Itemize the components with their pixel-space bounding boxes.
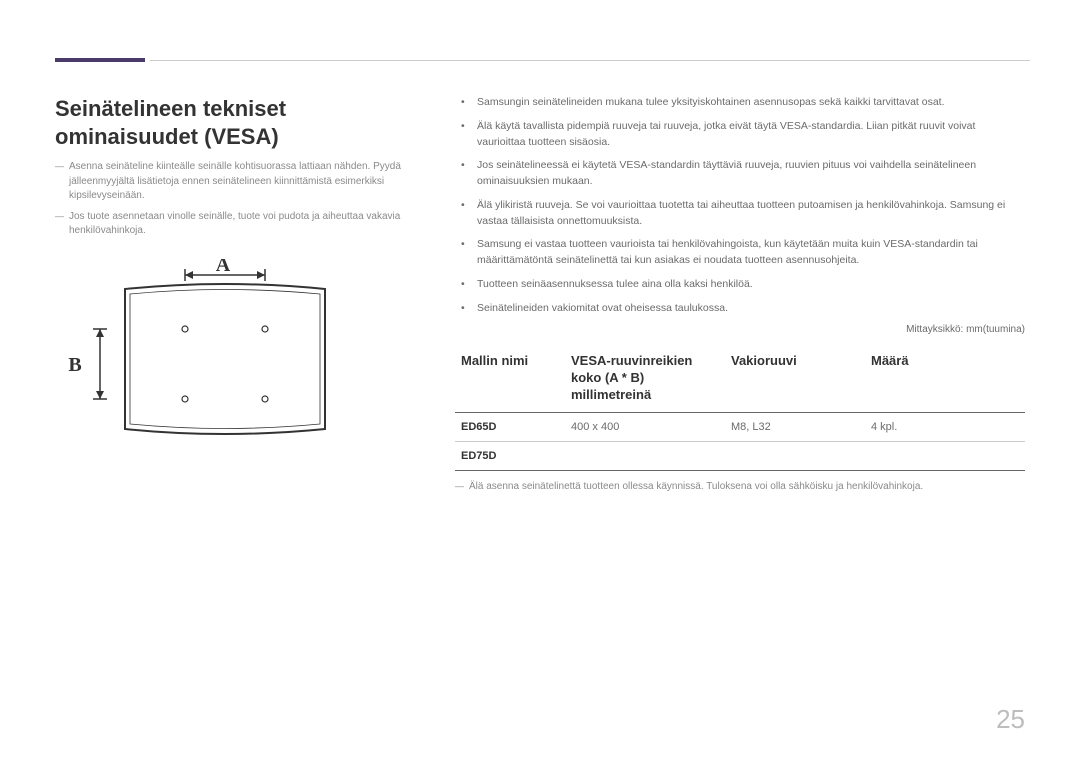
content-columns: Seinätelineen tekniset ominaisuudet (VES…	[55, 95, 1025, 492]
table-row: ED75D	[455, 441, 1025, 470]
header-rule	[150, 60, 1030, 61]
bullet-item: Samsungin seinätelineiden mukana tulee y…	[473, 95, 1025, 111]
warnings-list: Samsungin seinätelineiden mukana tulee y…	[455, 95, 1025, 316]
table-row: ED65D 400 x 400 M8, L32 4 kpl.	[455, 412, 1025, 441]
cell-screw	[725, 441, 865, 470]
cell-model: ED65D	[455, 412, 565, 441]
bullet-item: Jos seinätelineessä ei käytetä VESA-stan…	[473, 158, 1025, 190]
header-accent-bar	[55, 58, 145, 62]
diagram-label-b: B	[68, 354, 81, 376]
table-header-row: Mallin nimi VESA-ruuvinreikien koko (A *…	[455, 345, 1025, 412]
right-column: Samsungin seinätelineiden mukana tulee y…	[455, 95, 1025, 492]
page-number: 25	[996, 704, 1025, 735]
cell-size: 400 x 400	[565, 412, 725, 441]
power-warning-note: Älä asenna seinätelinettä tuotteen olles…	[455, 481, 1025, 492]
install-note-1: Asenna seinäteline kiinteälle seinälle k…	[55, 160, 415, 204]
vesa-diagram: A B	[55, 259, 415, 474]
section-heading: Seinätelineen tekniset ominaisuudet (VES…	[55, 95, 415, 150]
cell-qty: 4 kpl.	[865, 412, 1025, 441]
cell-screw: M8, L32	[725, 412, 865, 441]
bullet-item: Älä käytä tavallista pidempiä ruuveja ta…	[473, 119, 1025, 151]
th-screw: Vakioruuvi	[725, 345, 865, 412]
cell-qty	[865, 441, 1025, 470]
th-qty: Määrä	[865, 345, 1025, 412]
th-size: VESA-ruuvinreikien koko (A * B) millimet…	[565, 345, 725, 412]
unit-note: Mittayksikkö: mm(tuumina)	[455, 324, 1025, 335]
bullet-item: Samsung ei vastaa tuotteen vaurioista ta…	[473, 237, 1025, 269]
left-column: Seinätelineen tekniset ominaisuudet (VES…	[55, 95, 415, 492]
bullet-item: Tuotteen seinäasennuksessa tulee aina ol…	[473, 277, 1025, 293]
install-note-2: Jos tuote asennetaan vinolle seinälle, t…	[55, 210, 415, 239]
bullet-item: Seinätelineiden vakiomitat ovat oheisess…	[473, 301, 1025, 317]
th-model: Mallin nimi	[455, 345, 565, 412]
cell-size	[565, 441, 725, 470]
spec-table: Mallin nimi VESA-ruuvinreikien koko (A *…	[455, 345, 1025, 471]
bullet-item: Älä ylikiristä ruuveja. Se voi vaurioitt…	[473, 198, 1025, 230]
cell-model: ED75D	[455, 441, 565, 470]
diagram-label-a: A	[216, 259, 231, 276]
